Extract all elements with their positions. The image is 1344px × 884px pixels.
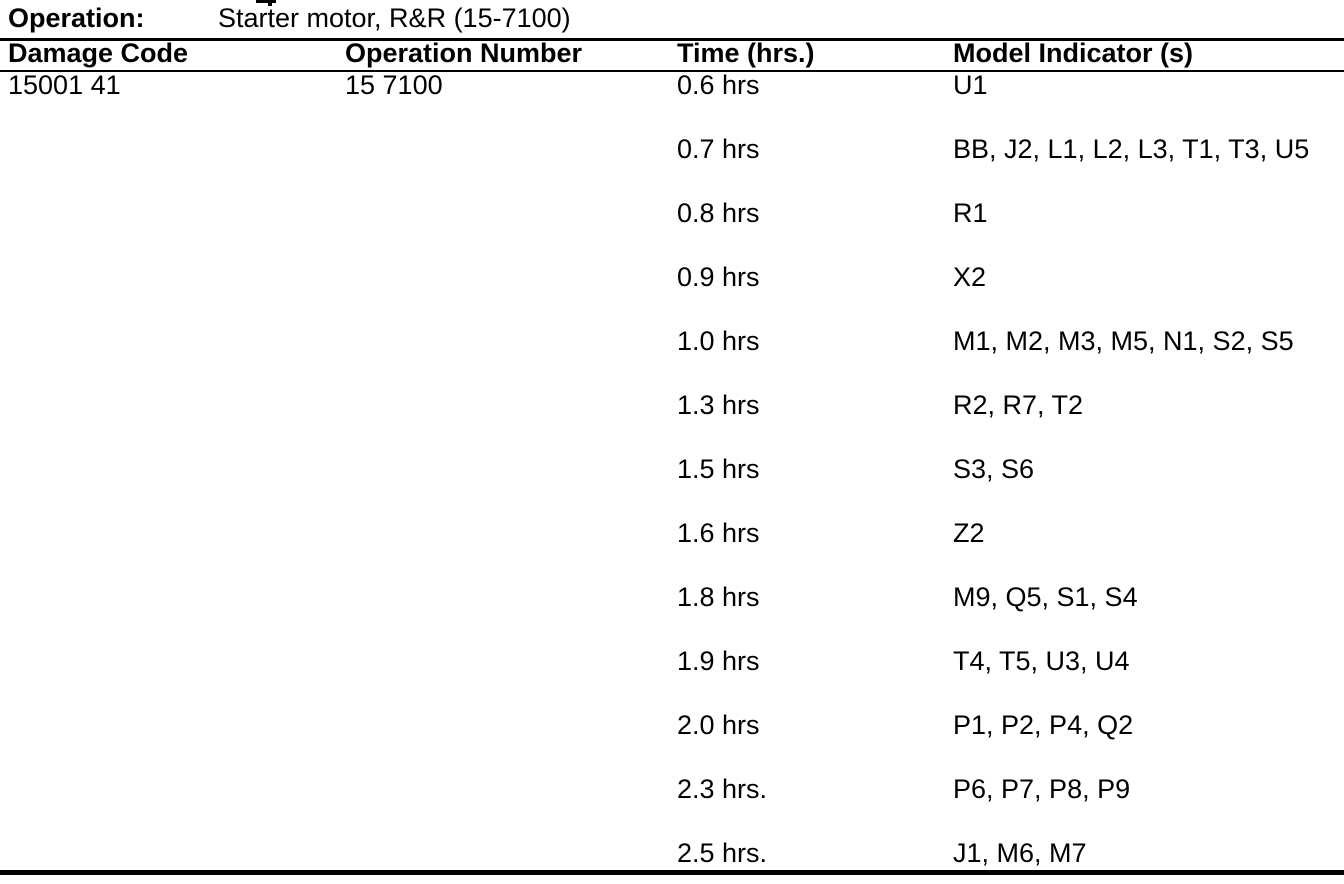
time-cell: 1.8 hrs xyxy=(677,582,760,612)
time-cell: 1.0 hrs xyxy=(677,326,760,356)
models-cell: X2 xyxy=(953,262,987,292)
table-row: 2.0 hrs P1, P2, P4, Q2 xyxy=(0,712,1344,739)
models-cell: J1, M6, M7 xyxy=(953,838,1087,868)
table-row: 1.3 hrs R2, R7, T2 xyxy=(0,392,1344,419)
time-cell: 0.9 hrs xyxy=(677,262,760,292)
table-row: 1.8 hrs M9, Q5, S1, S4 xyxy=(0,584,1344,611)
models-cell: M9, Q5, S1, S4 xyxy=(953,582,1138,612)
operation-label: Operation: xyxy=(8,3,145,33)
header-damage-code: Damage Code xyxy=(8,38,189,68)
cutoff-text-fragment xyxy=(268,3,272,6)
models-cell: S3, S6 xyxy=(953,454,1035,484)
models-cell: Z2 xyxy=(953,518,985,548)
time-cell: 1.6 hrs xyxy=(677,518,760,548)
table-row: 0.7 hrs BB, J2, L1, L2, L3, T1, T3, U5 xyxy=(0,136,1344,163)
time-cell: 1.9 hrs xyxy=(677,646,760,676)
header-operation-number: Operation Number xyxy=(345,38,583,68)
time-cell: 0.6 hrs xyxy=(677,70,760,100)
models-cell: U1 xyxy=(953,70,988,100)
table-row: 1.9 hrs T4, T5, U3, U4 xyxy=(0,648,1344,675)
table-row: 1.5 hrs S3, S6 xyxy=(0,456,1344,483)
time-cell: 1.5 hrs xyxy=(677,454,760,484)
time-cell: 1.3 hrs xyxy=(677,390,760,420)
table-row: 15001 41 15 7100 0.6 hrs U1 xyxy=(0,72,1344,99)
divider-bottom xyxy=(0,870,1344,875)
damage-code-cell: 15001 41 xyxy=(8,70,121,100)
time-cell: 2.0 hrs xyxy=(677,710,760,740)
operation-value: Starter motor, R&R (15-7100) xyxy=(218,3,571,33)
time-cell: 2.3 hrs. xyxy=(677,774,768,804)
table-row: 1.0 hrs M1, M2, M3, M5, N1, S2, S5 xyxy=(0,328,1344,355)
models-cell: T4, T5, U3, U4 xyxy=(953,646,1130,676)
table-row: 0.8 hrs R1 xyxy=(0,200,1344,227)
operation-line: Operation: Starter motor, R&R (15-7100) xyxy=(8,5,571,32)
table-row: 1.6 hrs Z2 xyxy=(0,520,1344,547)
models-cell: P6, P7, P8, P9 xyxy=(953,774,1131,804)
models-cell: BB, J2, L1, L2, L3, T1, T3, U5 xyxy=(953,134,1310,164)
models-cell: R2, R7, T2 xyxy=(953,390,1084,420)
time-cell: 0.7 hrs xyxy=(677,134,760,164)
models-cell: R1 xyxy=(953,198,988,228)
models-cell: P1, P2, P4, Q2 xyxy=(953,710,1134,740)
divider-header xyxy=(0,70,1344,72)
time-cell: 0.8 hrs xyxy=(677,198,760,228)
table-row: 2.5 hrs. J1, M6, M7 xyxy=(0,840,1344,867)
table-row: 2.3 hrs. P6, P7, P8, P9 xyxy=(0,776,1344,803)
time-cell: 2.5 hrs. xyxy=(677,838,768,868)
header-model-indicators: Model Indicator (s) xyxy=(953,38,1194,68)
cutoff-text-fragment xyxy=(256,0,276,3)
operation-number-cell: 15 7100 xyxy=(345,70,443,100)
divider-top xyxy=(0,38,1344,41)
header-time: Time (hrs.) xyxy=(677,38,815,68)
table-row: 0.9 hrs X2 xyxy=(0,264,1344,291)
models-cell: M1, M2, M3, M5, N1, S2, S5 xyxy=(953,326,1294,356)
